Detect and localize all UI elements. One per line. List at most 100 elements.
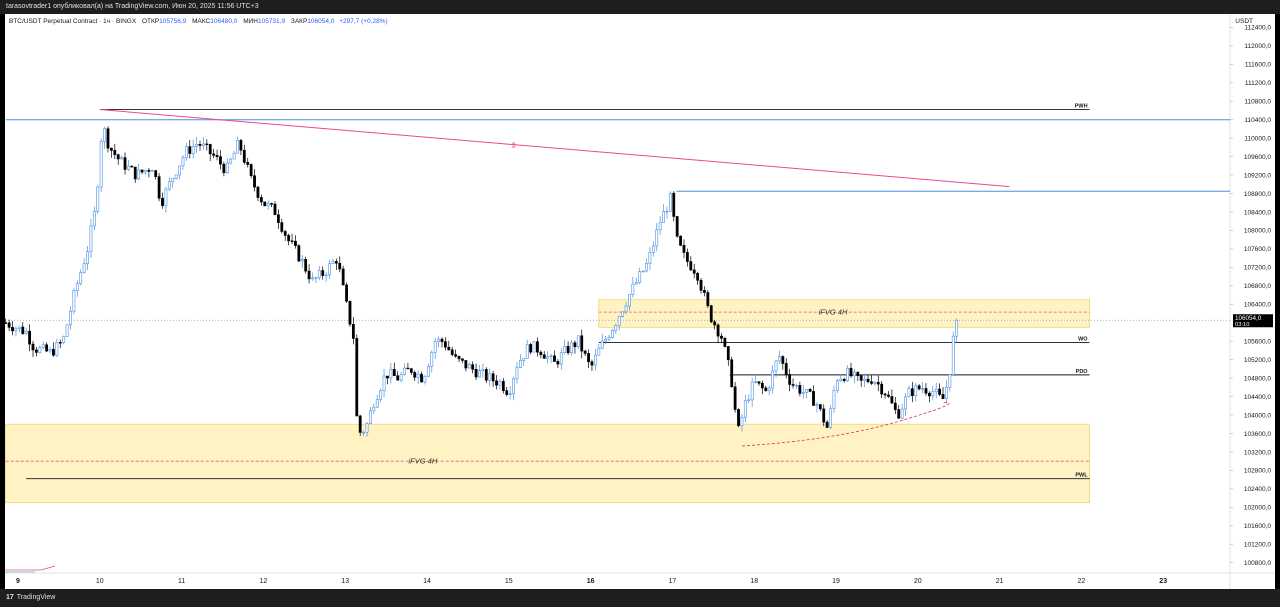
candle-down xyxy=(461,358,464,361)
candle-down xyxy=(484,369,488,381)
candle-up xyxy=(181,157,185,167)
candle-down xyxy=(246,162,250,165)
candle-up xyxy=(65,324,69,337)
time-tick-label: 20 xyxy=(914,578,922,585)
candle-up xyxy=(481,369,485,372)
level-label-pwh: PWH xyxy=(1075,104,1088,110)
candle-down xyxy=(723,338,727,347)
candle-down xyxy=(883,393,887,396)
candle-up xyxy=(488,373,492,381)
candle-down xyxy=(706,292,710,307)
candle-down xyxy=(917,385,921,390)
candle-down xyxy=(304,258,308,272)
time-tick-label: 22 xyxy=(1078,578,1086,585)
candle-up xyxy=(532,341,536,353)
candle-down xyxy=(491,373,495,382)
candle-down xyxy=(788,374,792,385)
candle-up xyxy=(750,381,754,401)
candle-up xyxy=(69,310,72,326)
candle-up xyxy=(508,392,512,395)
symbol-title: BTC/USDT Perpetual Contract · 1ч · BINGX xyxy=(9,18,137,25)
candle-up xyxy=(611,330,614,338)
candle-up xyxy=(314,277,318,279)
candle-up xyxy=(829,408,832,428)
levels: PWH WO PDO PWL xyxy=(5,104,1230,480)
candle-down xyxy=(21,326,25,334)
price-tick-label: 103600,0 xyxy=(1244,431,1271,438)
candle-up xyxy=(236,140,239,154)
candles xyxy=(5,126,959,437)
candle-up xyxy=(512,378,515,394)
candle-down xyxy=(927,392,931,397)
candle-down xyxy=(35,349,38,353)
candle-up xyxy=(641,270,645,273)
candle-down xyxy=(239,140,243,151)
time-tick-label: 15 xyxy=(505,578,513,585)
chart-panel[interactable]: iFVG 4H iFVG 4H PWH WO PDO PWL $ 112400,0 112… xyxy=(5,14,1275,589)
candle-down xyxy=(28,330,31,345)
candle-down xyxy=(454,354,458,357)
candle-down xyxy=(897,409,901,419)
candle-up xyxy=(195,143,198,147)
candle-down xyxy=(123,157,127,170)
candle-up xyxy=(423,375,427,383)
candle-up xyxy=(563,346,567,354)
currency-label[interactable]: USDT xyxy=(1235,18,1253,25)
candle-up xyxy=(225,162,229,174)
time-axis[interactable]: 9 10 11 12 13 14 15 16 17 18 19 20 21 22 23 xyxy=(5,565,1167,585)
candle-down xyxy=(573,342,577,348)
candle-up xyxy=(873,381,877,384)
candle-down xyxy=(31,343,35,351)
candle-up xyxy=(549,355,553,357)
candle-down xyxy=(263,201,267,207)
candle-down xyxy=(52,348,55,356)
candle-up xyxy=(389,369,393,379)
price-tick-label: 111600,0 xyxy=(1245,62,1272,69)
price-tick-label: 108800,0 xyxy=(1244,191,1271,198)
price-tick-label: 104000,0 xyxy=(1244,412,1271,419)
price-tick-label: 101200,0 xyxy=(1244,542,1271,549)
candle-down xyxy=(45,344,49,352)
candle-up xyxy=(127,165,130,170)
candle-down xyxy=(856,371,860,376)
candle-down xyxy=(737,409,740,427)
candle-up xyxy=(86,251,89,264)
price-axis[interactable]: 112400,0 112000,0 111600,0 111200,0 110800,0… xyxy=(1230,25,1273,567)
tradingview-brand[interactable]: 17 TradingView xyxy=(6,589,55,607)
candle-down xyxy=(760,382,764,389)
candle-up xyxy=(846,367,849,382)
candle-up xyxy=(634,282,638,285)
candle-up xyxy=(229,158,233,164)
candle-down xyxy=(798,385,802,394)
candle-up xyxy=(771,370,775,389)
price-tick-label: 108400,0 xyxy=(1244,209,1271,216)
candle-down xyxy=(699,279,703,291)
candle-up xyxy=(171,177,175,182)
candle-up xyxy=(300,258,304,262)
candle-down xyxy=(409,368,413,373)
candle-down xyxy=(675,216,679,237)
candle-up xyxy=(600,340,604,349)
candle-down xyxy=(7,322,11,328)
grid xyxy=(5,14,1275,589)
candle-up xyxy=(522,358,526,361)
candle-down xyxy=(147,169,151,172)
current-price-badge xyxy=(1233,314,1273,328)
candle-down xyxy=(440,338,444,342)
candle-down xyxy=(580,335,584,352)
candle-up xyxy=(311,277,314,280)
candle-up xyxy=(934,388,938,393)
candle-down xyxy=(420,373,423,383)
candle-down xyxy=(457,355,461,360)
high-value: 106480,0 xyxy=(210,18,238,25)
candle-up xyxy=(665,210,669,213)
candle-down xyxy=(893,402,897,410)
time-tick-label: 14 xyxy=(423,578,431,585)
candle-down xyxy=(253,175,256,188)
candle-up xyxy=(546,356,550,359)
candle-up xyxy=(955,319,959,337)
candle-down xyxy=(808,389,812,392)
candle-up xyxy=(904,396,907,410)
candle-down xyxy=(157,176,161,199)
